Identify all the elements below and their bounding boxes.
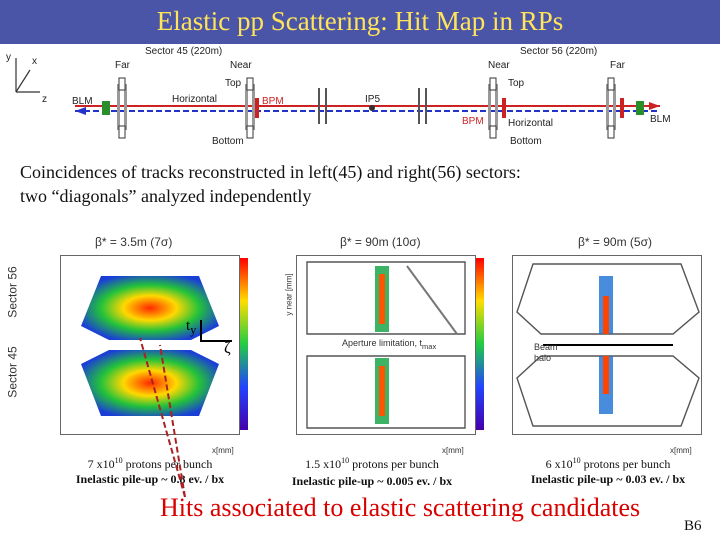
left-far-pot (117, 77, 127, 139)
bottom-right-label: Bottom (510, 136, 542, 147)
slide-title: Elastic pp Scattering: Hit Map in RPs (156, 6, 564, 36)
panel-1-ty-label: ty (186, 318, 196, 338)
panel-3-caption-2: Inelastic pile-up ~ 0.03 ev. / bx (530, 472, 686, 486)
panel-1-colorbar (240, 258, 248, 430)
pointer-line-1 (139, 337, 186, 498)
panel-1-bottom-blob (81, 350, 219, 416)
beamline-schematic: y x z Sector 45 (220m) Sector 56 (220m) … (0, 44, 720, 154)
ip5-label: IP5 (365, 94, 381, 105)
panel-1-beta: β* = 3.5m (7σ) (95, 235, 173, 249)
near-left-label: Near (230, 60, 252, 71)
slide-number: B6 (684, 518, 702, 534)
panel-2-caption-exp: 10 (341, 456, 350, 465)
panel-2-colorbar (476, 258, 484, 430)
panel-1-ty-arrow (200, 320, 232, 342)
near-right-label: Near (488, 60, 510, 71)
ip5-region (318, 88, 427, 124)
panel-1-caption-post: protons per bunch (122, 457, 213, 471)
panel-3-caption-post: protons per bunch (580, 457, 671, 471)
axis-y-label: y (6, 52, 11, 63)
panel-2-hitmap (306, 261, 466, 429)
horizontal-right-label: Horizontal (508, 118, 554, 129)
panel-3-hitmap (516, 263, 700, 427)
aperture-sub: max (422, 341, 437, 351)
panel-3-caption-exp: 10 (572, 456, 581, 465)
far-right-label: Far (610, 60, 625, 71)
beam-halo-label: Beam halo (534, 342, 558, 364)
axis-x-label: x (32, 56, 37, 67)
far-left-label: Far (115, 60, 130, 71)
panel-2-beta: β* = 90m (10σ) (340, 235, 421, 249)
bottom-left-label: Bottom (212, 136, 244, 147)
panel-2-xlabel: x[mm] (442, 446, 464, 455)
pointer-line-2 (159, 344, 186, 498)
left-near-pot (245, 77, 259, 139)
beam-halo-line-1: Beam (534, 342, 558, 352)
panel-2-caption-1: 1.5 x1010 protons per bunch (262, 456, 482, 472)
panel-1-top-blob (81, 276, 219, 340)
ty-text: t (186, 318, 191, 334)
panel-3-caption-pre: 6 x10 (545, 457, 573, 471)
panel-2-plot (296, 255, 476, 435)
panel-3-caption-1: 6 x1010 protons per bunch (498, 456, 718, 472)
right-arrow-icon (649, 102, 660, 110)
sector56-label: Sector 56 (220m) (520, 46, 598, 57)
footer-caption: Hits associated to elastic scattering ca… (160, 493, 641, 522)
panel-1-xlabel: x[mm] (212, 446, 234, 455)
blm-left-box (102, 101, 110, 115)
bpm-left-label: BPM (262, 96, 284, 107)
panel-2-caption-2: Inelastic pile-up ~ 0.005 ev. / bx (291, 474, 453, 488)
panel-2-caption-post: protons per bunch (349, 457, 439, 471)
beam-halo-line-2: halo (534, 353, 552, 363)
ty-sub: y (190, 323, 197, 337)
panel-3-beta: β* = 90m (5σ) (578, 235, 652, 249)
axes-icon (15, 58, 40, 93)
right-near-pot (488, 77, 506, 139)
panel-1-caption-1: 7 x1010 protons per bunch (40, 456, 260, 472)
panel-2-caption-pre: 1.5 x10 (305, 457, 342, 471)
panel-1-caption-2: Inelastic pile-up ~ 0.8 ev. / bx (75, 472, 225, 486)
beamline-drawing (15, 58, 660, 139)
title-bar (0, 0, 720, 44)
top-right-label: Top (508, 78, 525, 89)
bpm-right-label: BPM (462, 116, 484, 127)
right-far-pot (606, 77, 624, 139)
blm-left-label: BLM (72, 96, 93, 107)
left-arrow-icon (75, 107, 86, 115)
top-left-label: Top (225, 78, 242, 89)
panel-3-xlabel: x[mm] (670, 446, 692, 455)
panel-3-plot (512, 255, 702, 435)
subtitle-line-2: two “diagonals” analyzed independently (20, 186, 312, 206)
panel-1-plot (60, 255, 240, 435)
panel-1-caption-pre: 7 x10 (87, 457, 115, 471)
blm-right-label: BLM (650, 114, 671, 125)
panel-1-zeta-label: ζ (224, 340, 231, 357)
axis-z-label: z (42, 94, 47, 105)
panel-1-caption-exp: 10 (114, 456, 123, 465)
blm-right-box (636, 101, 644, 115)
aperture-label: Aperture limitation, tmax (342, 338, 436, 351)
horizontal-left-label: Horizontal (172, 94, 218, 105)
subtitle-line-1: Coincidences of tracks reconstructed in … (20, 162, 521, 182)
sector45-label: Sector 45 (220m) (145, 46, 223, 57)
panel-1-hitmap (81, 276, 219, 416)
aperture-text: Aperture limitation, t (342, 338, 423, 348)
